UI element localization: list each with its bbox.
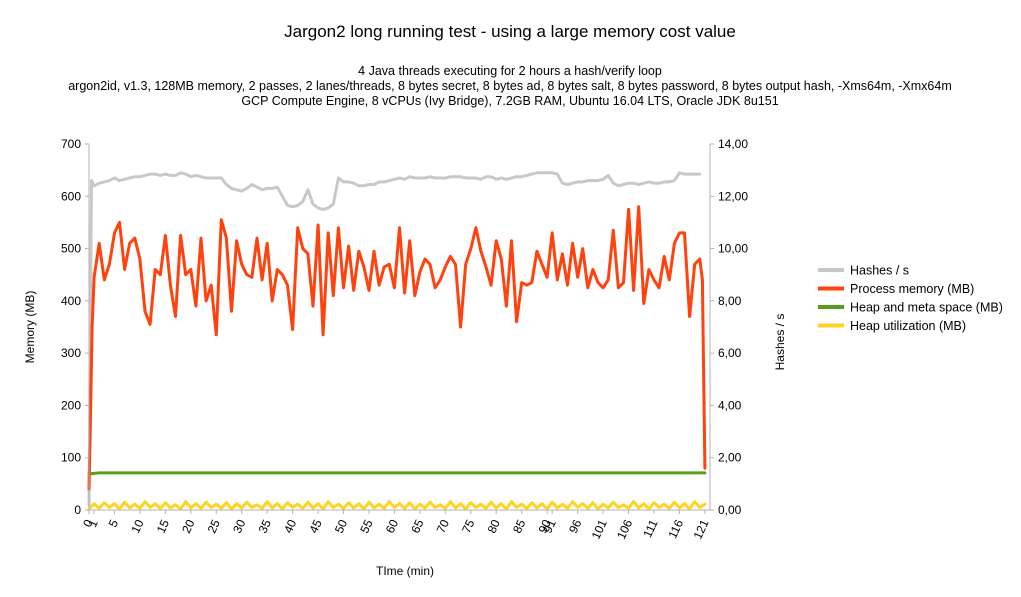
series-line-3 xyxy=(87,471,707,476)
chart-subtitle-line-2: argon2id, v1.3, 128MB memory, 2 passes, … xyxy=(68,79,952,93)
series-line-4 xyxy=(87,500,707,511)
x-tick-label: 40 xyxy=(281,517,299,535)
x-tick-label: 75 xyxy=(459,517,477,535)
x-tick-label: 65 xyxy=(408,517,426,535)
x-tick-label: 111 xyxy=(640,517,661,540)
x-tick-label: 96 xyxy=(566,517,584,535)
plot-background xyxy=(89,144,710,510)
x-tick-label: 30 xyxy=(230,517,248,535)
y-tick-label-left: 100 xyxy=(61,451,81,465)
x-tick-label: 70 xyxy=(434,517,452,535)
x-tick-label: 101 xyxy=(589,517,610,541)
x-tick-label: 60 xyxy=(383,517,401,535)
x-tick-label: 25 xyxy=(205,517,223,535)
legend: Hashes / s Process memory (MB) Heap and me… xyxy=(818,264,1003,333)
x-tick-label: 106 xyxy=(614,517,635,541)
y-tick-label-right: 8,00 xyxy=(718,294,742,308)
x-tick-label: 35 xyxy=(256,517,274,535)
y-tick-label-left: 600 xyxy=(61,189,81,203)
series-layer xyxy=(87,171,707,511)
y-tick-label-right: 10,00 xyxy=(718,242,748,256)
x-tick-label: 85 xyxy=(510,517,528,535)
y-tick-label-right: 4,00 xyxy=(718,398,742,412)
x-axis-label: TIme (min) xyxy=(376,564,434,578)
chart-subtitle-line-1: 4 Java threads executing for 2 hours a h… xyxy=(358,64,662,78)
x-tick-label: 80 xyxy=(485,517,503,535)
y-tick-label-left: 0 xyxy=(74,503,81,517)
x-tick-label: 20 xyxy=(179,517,197,535)
x-tick-label: 45 xyxy=(306,517,324,535)
chart-title: Jargon2 long running test - using a larg… xyxy=(284,22,736,41)
plot-area xyxy=(89,144,710,510)
y-tick-label-left: 400 xyxy=(61,294,81,308)
x-tick-label: 10 xyxy=(128,517,146,535)
y-axis-label-left: Memory (MB) xyxy=(23,291,37,364)
chart-subtitle-line-3: GCP Compute Engine, 8 vCPUs (Ivy Bridge)… xyxy=(241,94,778,108)
y-tick-label-right: 14,00 xyxy=(718,137,748,151)
y-tick-label-left: 700 xyxy=(61,137,81,151)
series-line-2 xyxy=(87,205,707,491)
y-tick-label-right: 2,00 xyxy=(718,451,742,465)
x-tick-label: 116 xyxy=(665,517,686,541)
legend-label-1: Hashes / s xyxy=(850,264,909,278)
x-tick-label: 15 xyxy=(154,517,172,535)
legend-label-4: Heap utilization (MB) xyxy=(850,319,966,333)
y-tick-label-right: 12,00 xyxy=(718,189,748,203)
series-line-1 xyxy=(87,171,702,507)
y-tick-label-left: 300 xyxy=(61,346,81,360)
y-axis-label-right: Hashes / s xyxy=(773,314,787,371)
x-tick-label: 55 xyxy=(357,517,375,535)
x-tick-label: 91 xyxy=(541,517,559,535)
y-tick-label-right: 6,00 xyxy=(718,346,742,360)
legend-label-2: Process memory (MB) xyxy=(850,282,974,296)
x-tick-label: 50 xyxy=(332,517,350,535)
y-tick-label-right: 0,00 xyxy=(718,503,742,517)
x-tick-label: 90 xyxy=(535,517,553,535)
x-tick-label: 121 xyxy=(690,517,711,541)
y-tick-label-left: 500 xyxy=(61,242,81,256)
y-tick-label-left: 200 xyxy=(61,398,81,412)
legend-label-3: Heap and meta space (MB) xyxy=(850,301,1003,315)
axes-layer: 0 100 200 300 400 500 600 700 0,00 2,00 4,00 6,00 8,… xyxy=(61,137,748,541)
x-tick-label: 5 xyxy=(106,517,122,529)
